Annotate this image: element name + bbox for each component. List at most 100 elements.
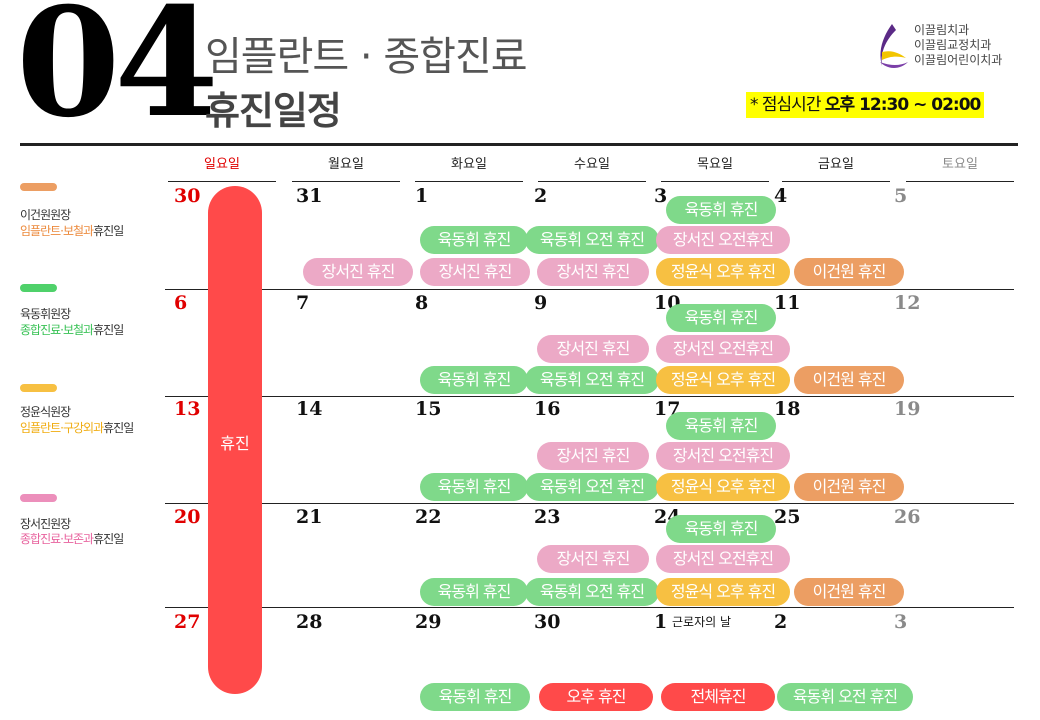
date-cell: 30 xyxy=(174,185,201,207)
weekday-sunday: 일요일 xyxy=(204,157,240,172)
closure-pill: 장서진 오전휴진 xyxy=(656,335,790,363)
weekday-underline xyxy=(661,181,769,182)
closure-pill: 육동휘 오전 휴진 xyxy=(525,226,659,254)
closure-pill: 육동휘 오전 휴진 xyxy=(525,366,659,394)
lunch-label: * 점심시간 xyxy=(750,95,825,115)
closure-pill: 육동휘 휴진 xyxy=(666,515,776,543)
closure-pill: 육동휘 오전 휴진 xyxy=(525,473,659,501)
date-cell: 18 xyxy=(774,398,801,420)
legend-doctor-name: 육동휘원장 xyxy=(20,307,71,321)
legend-color-bar xyxy=(20,494,57,502)
closure-pill: 장서진 오전휴진 xyxy=(656,226,790,254)
date-cell: 4 xyxy=(774,185,788,207)
week-divider xyxy=(165,503,1014,504)
weekday-underline xyxy=(538,181,646,182)
weekday-underline xyxy=(292,181,400,182)
legend-doctor-name: 장서진원장 xyxy=(20,517,71,531)
closure-pill: 육동휘 오전 휴진 xyxy=(525,578,659,606)
date-cell: 3 xyxy=(654,185,668,207)
date-cell: 2 xyxy=(534,185,548,207)
closure-pill: 육동휘 휴진 xyxy=(666,304,776,332)
closure-pill: 육동휘 휴진 xyxy=(420,366,528,394)
closure-pill: 오후 휴진 xyxy=(539,683,653,711)
clinic-name: 이끌림어린이치과 xyxy=(914,53,1003,67)
closure-pill: 육동휘 휴진 xyxy=(420,683,530,711)
month-number: 04 xyxy=(16,0,219,151)
weekday-underline xyxy=(415,181,523,182)
closure-pill: 육동휘 휴진 xyxy=(666,196,776,224)
weekday-underline xyxy=(906,181,1014,182)
date-cell: 14 xyxy=(296,398,323,420)
closure-pill: 육동휘 휴진 xyxy=(420,473,528,501)
date-cell: 19 xyxy=(894,398,921,420)
lunch-hours-badge: * 점심시간 오후 12:30 ~ 02:00 xyxy=(746,92,985,118)
date-cell: 5 xyxy=(894,185,908,207)
weekday-monday: 월요일 xyxy=(328,157,364,172)
date-cell: 28 xyxy=(296,611,323,633)
date-cell: 21 xyxy=(296,506,323,528)
closure-pill: 육동휘 휴진 xyxy=(666,412,776,440)
date-cell: 12 xyxy=(894,292,921,314)
closure-pill: 이건원 휴진 xyxy=(794,578,904,606)
closure-pill: 장서진 오전휴진 xyxy=(656,545,790,573)
closure-pill: 장서진 휴진 xyxy=(420,258,530,286)
date-cell: 25 xyxy=(774,506,801,528)
clinic-name: 이끌림치과 xyxy=(914,23,970,37)
closure-pill: 장서진 오전휴진 xyxy=(656,442,790,470)
closure-pill: 정윤식 오후 휴진 xyxy=(656,473,790,501)
lunch-time: 오후 12:30 ~ 02:00 xyxy=(824,95,982,115)
date-cell: 26 xyxy=(894,506,921,528)
legend-description: 종합진료·보철과휴진일 xyxy=(20,323,124,337)
legend-description: 임플란트·구강외과휴진일 xyxy=(20,421,134,435)
closure-pill: 이건원 휴진 xyxy=(794,258,904,286)
weekday-friday: 금요일 xyxy=(818,157,854,172)
date-cell: 7 xyxy=(296,292,310,314)
page-title: 휴진일정 xyxy=(205,89,342,133)
date-cell: 1 xyxy=(415,185,429,207)
closure-pill: 장서진 휴진 xyxy=(537,335,649,363)
legend-doctor-name: 이건원원장 xyxy=(20,208,71,222)
closure-pill: 정윤식 오후 휴진 xyxy=(656,366,790,394)
closure-pill: 육동휘 휴진 xyxy=(420,578,528,606)
header-divider xyxy=(20,143,1018,146)
legend-description: 종합진료·보존과휴진일 xyxy=(20,532,124,546)
date-cell: 11 xyxy=(774,292,801,314)
legend-color-bar xyxy=(20,183,57,191)
weekday-underline xyxy=(168,181,276,182)
legend-color-bar xyxy=(20,284,57,292)
closure-pill: 육동휘 오전 휴진 xyxy=(777,683,913,711)
weekday-thursday: 목요일 xyxy=(697,157,733,172)
page-subtitle: 임플란트 · 종합진료 xyxy=(205,34,528,80)
closure-pill: 육동휘 휴진 xyxy=(420,226,528,254)
weekday-tuesday: 화요일 xyxy=(451,157,487,172)
date-cell: 6 xyxy=(174,292,188,314)
closure-pill: 전체휴진 xyxy=(661,683,775,711)
clinic-name: 이끌림교정치과 xyxy=(914,38,992,52)
date-cell: 30 xyxy=(534,611,561,633)
closure-pill: 장서진 휴진 xyxy=(303,258,413,286)
date-cell: 29 xyxy=(415,611,442,633)
date-cell: 13 xyxy=(174,398,201,420)
date-cell: 2 xyxy=(774,611,788,633)
closure-pill: 이건원 휴진 xyxy=(794,473,904,501)
date-cell: 22 xyxy=(415,506,442,528)
date-cell: 16 xyxy=(534,398,561,420)
closure-pill: 장서진 휴진 xyxy=(537,258,649,286)
closure-pill: 장서진 휴진 xyxy=(537,545,649,573)
week-divider xyxy=(165,396,1014,397)
week-divider xyxy=(165,607,1014,608)
sunday-closed-bar xyxy=(208,186,262,694)
clinic-logo xyxy=(880,24,908,68)
date-cell: 31 xyxy=(296,185,323,207)
date-cell: 27 xyxy=(174,611,201,633)
legend-doctor-name: 정윤식원장 xyxy=(20,405,71,419)
week-divider xyxy=(165,289,1014,290)
date-cell: 15 xyxy=(415,398,442,420)
clinic-names: 이끌림치과 이끌림교정치과 이끌림어린이치과 xyxy=(914,23,1002,68)
sunday-closed-label: 휴진 xyxy=(220,434,250,453)
date-cell: 8 xyxy=(415,292,429,314)
closure-pill: 정윤식 오후 휴진 xyxy=(656,578,790,606)
date-cell: 23 xyxy=(534,506,561,528)
date-cell: 3 xyxy=(894,611,908,633)
weekday-saturday: 토요일 xyxy=(942,157,978,172)
